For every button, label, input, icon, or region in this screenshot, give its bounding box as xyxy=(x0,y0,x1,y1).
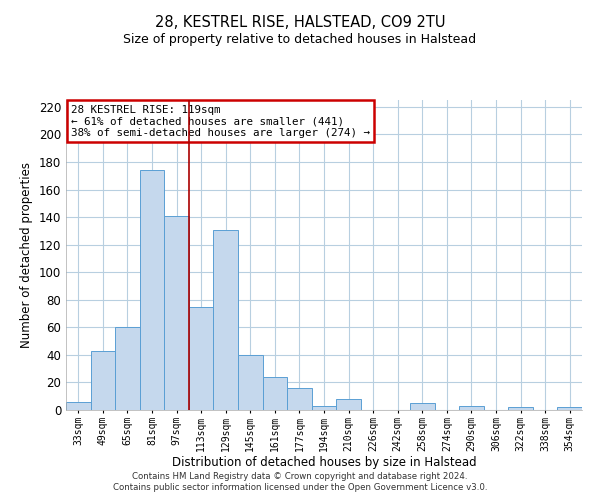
Bar xyxy=(459,406,484,410)
Bar xyxy=(557,407,582,410)
Text: Contains HM Land Registry data © Crown copyright and database right 2024.: Contains HM Land Registry data © Crown c… xyxy=(132,472,468,481)
Text: 28 KESTREL RISE: 119sqm
← 61% of detached houses are smaller (441)
38% of semi-d: 28 KESTREL RISE: 119sqm ← 61% of detache… xyxy=(71,104,370,138)
Bar xyxy=(238,355,263,410)
Bar xyxy=(66,402,91,410)
Text: Size of property relative to detached houses in Halstead: Size of property relative to detached ho… xyxy=(124,32,476,46)
Bar xyxy=(508,407,533,410)
Bar xyxy=(410,403,434,410)
Bar xyxy=(263,377,287,410)
Y-axis label: Number of detached properties: Number of detached properties xyxy=(20,162,33,348)
Bar xyxy=(336,399,361,410)
Bar xyxy=(312,406,336,410)
Bar xyxy=(115,328,140,410)
Bar xyxy=(189,306,214,410)
Text: 28, KESTREL RISE, HALSTEAD, CO9 2TU: 28, KESTREL RISE, HALSTEAD, CO9 2TU xyxy=(155,15,445,30)
Bar xyxy=(287,388,312,410)
Bar xyxy=(164,216,189,410)
Text: Contains public sector information licensed under the Open Government Licence v3: Contains public sector information licen… xyxy=(113,484,487,492)
Bar xyxy=(91,351,115,410)
Bar xyxy=(214,230,238,410)
Bar xyxy=(140,170,164,410)
X-axis label: Distribution of detached houses by size in Halstead: Distribution of detached houses by size … xyxy=(172,456,476,469)
